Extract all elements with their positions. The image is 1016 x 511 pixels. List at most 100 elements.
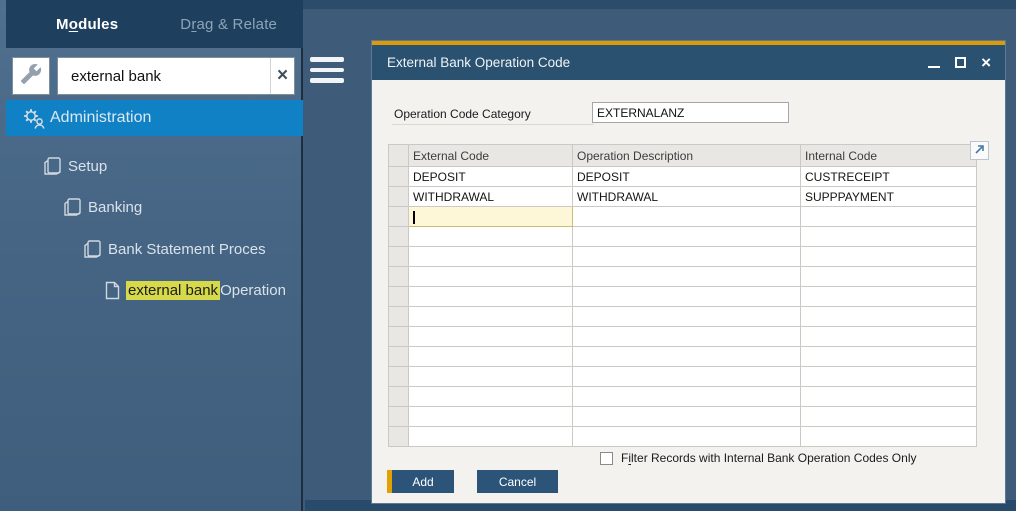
cell-internal_code[interactable] [800,326,977,347]
cell-operation_description[interactable]: WITHDRAWAL [572,186,801,207]
expand-arrow-icon [974,142,985,160]
column-header-operation-description[interactable]: Operation Description [572,144,801,167]
table-header-row: External Code Operation Description Inte… [388,144,977,167]
cell-internal_code[interactable] [800,246,977,267]
tab-drag-and-relate[interactable]: Drag & Relate [180,15,278,33]
sidebar-item-external-bank-operation-codes[interactable]: external bank Operation [6,275,303,305]
row-selector[interactable] [388,406,409,427]
table-row [388,206,977,227]
cell-internal_code[interactable] [800,346,977,367]
sidebar-item-label: Banking [88,198,143,216]
row-selector[interactable] [388,346,409,367]
field-underline [392,124,594,125]
table-row [388,286,977,307]
add-button-accent [387,470,392,493]
modules-sidebar: Modules Drag & Relate × Administration [0,0,303,511]
row-selector[interactable] [388,326,409,347]
cell-external_code[interactable] [408,366,573,387]
table-row [388,386,977,407]
search-settings-button[interactable] [12,57,50,95]
cell-operation_description[interactable] [572,266,801,287]
operation-codes-grid: External Code Operation Description Inte… [388,144,977,447]
cell-operation_description[interactable] [572,326,801,347]
sidebar-item-banking[interactable]: Banking [6,192,303,222]
sidebar-item-label: Bank Statement Proces [108,240,266,258]
cell-external_code[interactable] [408,286,573,307]
table-row: WITHDRAWAL WITHDRAWAL SUPPPAYMENT [388,186,977,207]
table-row [388,326,977,347]
row-selector[interactable] [388,226,409,247]
cell-operation_description[interactable] [572,406,801,427]
filter-checkbox-row: Filter Records with Internal Bank Operat… [600,451,916,465]
cell-internal_code[interactable]: SUPPPAYMENT [800,186,977,207]
window-title-bar[interactable]: External Bank Operation Code × [372,45,1005,80]
row-selector[interactable] [388,306,409,327]
cell-external_code[interactable]: DEPOSIT [408,166,573,187]
header-selector[interactable] [388,144,409,167]
row-selector[interactable] [388,426,409,447]
add-button[interactable]: Add [392,470,454,493]
cell-operation_description[interactable] [572,306,801,327]
cell-operation_description[interactable] [572,286,801,307]
column-header-internal-code[interactable]: Internal Code [800,144,977,167]
cancel-button[interactable]: Cancel [477,470,558,493]
row-selector[interactable] [388,166,409,187]
cell-operation_description[interactable] [572,386,801,407]
close-icon[interactable]: × [981,52,991,72]
cell-operation_description[interactable] [572,426,801,447]
cell-internal_code[interactable] [800,406,977,427]
cell-operation_description[interactable] [572,346,801,367]
cell-external_code[interactable] [408,326,573,347]
cell-operation_description[interactable]: DEPOSIT [572,166,801,187]
cell-internal_code[interactable] [800,226,977,247]
search-clear-icon[interactable]: × [270,58,294,94]
cell-internal_code[interactable] [800,366,977,387]
table-row [388,226,977,247]
filter-checkbox-label: Filter Records with Internal Bank Operat… [621,451,917,465]
sidebar-item-bank-statement-processing[interactable]: Bank Statement Proces [6,234,303,264]
row-selector[interactable] [388,186,409,207]
minimize-icon[interactable] [927,56,940,70]
row-selector[interactable] [388,366,409,387]
row-selector[interactable] [388,286,409,307]
cell-operation_description[interactable] [572,226,801,247]
cell-external_code[interactable] [408,206,573,227]
tab-modules[interactable]: Modules [56,15,119,33]
cell-external_code[interactable] [408,226,573,247]
cell-internal_code[interactable] [800,306,977,327]
cell-external_code[interactable] [408,406,573,427]
operation-code-category-input[interactable] [592,102,789,123]
cell-external_code[interactable] [408,266,573,287]
row-selector[interactable] [388,246,409,267]
cell-external_code[interactable] [408,246,573,267]
cell-internal_code[interactable] [800,206,977,227]
cell-external_code[interactable] [408,346,573,367]
cell-operation_description[interactable] [572,366,801,387]
search-input[interactable] [58,58,270,94]
cell-internal_code[interactable] [800,386,977,407]
row-selector[interactable] [388,266,409,287]
cell-internal_code[interactable] [800,266,977,287]
grid-expand-button[interactable] [970,141,989,160]
table-row: DEPOSIT DEPOSIT CUSTRECEIPT [388,166,977,187]
cell-internal_code[interactable] [800,286,977,307]
maximize-icon[interactable] [955,57,967,68]
cell-operation_description[interactable] [572,246,801,267]
cell-external_code[interactable]: WITHDRAWAL [408,186,573,207]
operation-code-category-label: Operation Code Category [394,107,531,121]
cell-internal_code[interactable]: CUSTRECEIPT [800,166,977,187]
sidebar-item-administration[interactable]: Administration [6,100,303,136]
sidebar-item-setup[interactable]: Setup [6,151,303,181]
column-header-external-code[interactable]: External Code [408,144,573,167]
cell-operation_description[interactable] [572,206,801,227]
row-selector[interactable] [388,386,409,407]
filter-checkbox[interactable] [600,451,613,465]
sidebar-item-label: Setup [68,157,108,175]
cell-internal_code[interactable] [800,426,977,447]
cell-external_code[interactable] [408,306,573,327]
row-selector[interactable] [388,206,409,227]
menu-hamburger-icon[interactable] [310,57,344,85]
cell-external_code[interactable] [408,386,573,407]
cell-external_code[interactable] [408,426,573,447]
table-row [388,306,977,327]
